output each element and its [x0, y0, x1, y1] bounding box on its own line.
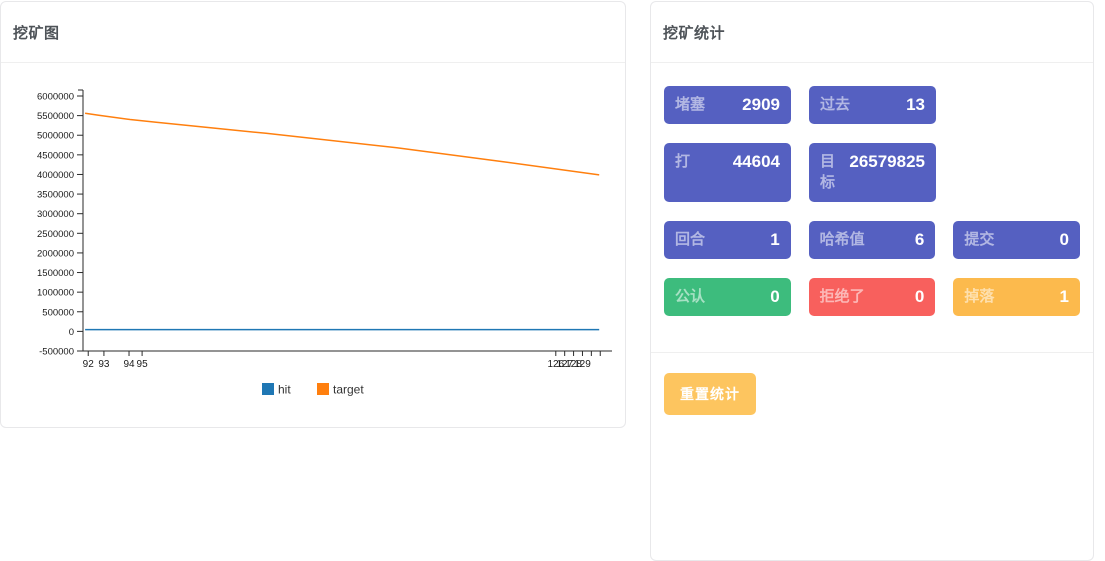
mining-stats-card: 挖矿统计 堵塞 2909 过去 13 打 44604 目标 26579825 回合 1 哈希值 6 提交… — [650, 1, 1094, 561]
y-tick-label: 3000000 — [37, 209, 74, 220]
stat-label: 拒绝了 — [819, 287, 865, 305]
chart-card-header: 挖矿图 — [1, 2, 625, 63]
legend-swatch-target-icon — [317, 383, 329, 395]
y-tick-label: 1500000 — [37, 268, 74, 279]
y-tick-label: 4500000 — [37, 150, 74, 161]
x-tick-label: 94 — [123, 359, 135, 370]
stat-badge: 掉落 1 — [953, 277, 1081, 316]
stat-badge: 拒绝了 0 — [808, 277, 936, 316]
stat-value: 26579825 — [849, 152, 925, 171]
stat-value: 13 — [906, 95, 925, 114]
stat-value: 1 — [1059, 286, 1070, 306]
stat-value: 0 — [914, 286, 925, 306]
stat-row: 打 44604 目标 26579825 — [664, 143, 1080, 202]
stat-badge: 堵塞 2909 — [664, 86, 791, 124]
stat-value: 2909 — [742, 95, 780, 114]
stats-card-header: 挖矿统计 — [651, 2, 1093, 63]
stat-row: 堵塞 2909 过去 13 — [664, 86, 1080, 124]
stats-card-title: 挖矿统计 — [663, 25, 726, 42]
stat-value: 0 — [1059, 229, 1070, 249]
stat-value: 44604 — [732, 152, 780, 171]
stat-badge: 提交 0 — [953, 220, 1081, 259]
stats-footer: 重置统计 — [651, 351, 1093, 435]
stat-row: 公认 0 拒绝了 0 掉落 1 — [664, 277, 1081, 316]
stat-badge: 目标 26579825 — [809, 143, 936, 202]
y-tick-label: 5000000 — [37, 131, 74, 142]
stat-badge: 过去 13 — [809, 86, 936, 124]
x-tick-label: 126 — [547, 359, 564, 370]
reset-stats-button[interactable]: 重置统计 — [664, 372, 756, 415]
stat-label: 过去 — [820, 96, 851, 113]
y-tick-label: 6000000 — [37, 92, 74, 103]
legend-swatch-hit-icon — [262, 383, 274, 395]
stat-value: 0 — [770, 286, 780, 306]
y-tick-label: 2500000 — [37, 229, 74, 240]
x-tick-label: 129 — [574, 359, 591, 370]
stat-value: 6 — [914, 229, 925, 249]
series-line-target — [84, 112, 600, 176]
y-tick-label: 2000000 — [37, 248, 74, 259]
stat-badge: 哈希值 6 — [808, 220, 936, 259]
y-tick-label: 500000 — [42, 307, 74, 318]
x-tick-label: 95 — [137, 359, 149, 370]
stat-value: 1 — [770, 229, 780, 249]
chart-area: 6000000 5500000 5000000 4500000 4000000 35000… — [1, 63, 625, 415]
stat-badge: 公认 0 — [664, 277, 791, 316]
stat-label: 提交 — [964, 230, 995, 248]
x-tick-label: 128 — [565, 359, 582, 370]
stat-label: 哈希值 — [819, 230, 865, 248]
y-tick-label: -500000 — [39, 347, 74, 358]
stats-grid: 堵塞 2909 过去 13 打 44604 目标 26579825 回合 1 哈希值 6 提交 0 公认 0 拒… — [651, 63, 1093, 352]
y-tick-label: 0 — [69, 327, 74, 338]
legend-label-hit: hit — [278, 383, 291, 397]
x-tick-label: 93 — [98, 359, 110, 370]
mining-chart-card: 挖矿图 6000000 5500000 5000000 4500000 4000000 3… — [0, 1, 626, 428]
legend-label-target: target — [333, 383, 364, 397]
mining-line-chart: 6000000550000050000004500000400000035000… — [37, 89, 612, 397]
y-tick-label: 1000000 — [37, 288, 74, 299]
stat-row: 回合 1 哈希值 6 提交 0 — [664, 220, 1081, 259]
y-tick-label: 4000000 — [37, 170, 74, 181]
stat-label: 回合 — [675, 230, 706, 248]
stat-badge: 回合 1 — [664, 220, 791, 259]
stat-label: 掉落 — [964, 287, 995, 305]
stat-label: 目标 — [820, 153, 836, 192]
x-tick-label: 127 — [556, 359, 573, 370]
x-tick-label: 92 — [83, 359, 95, 370]
y-tick-label: 5500000 — [37, 111, 74, 122]
chart-card-title: 挖矿图 — [13, 25, 60, 42]
stat-label: 打 — [675, 153, 691, 170]
stat-label: 公认 — [675, 287, 706, 305]
stat-badge: 打 44604 — [664, 143, 791, 202]
stat-label: 堵塞 — [675, 96, 706, 113]
y-tick-label: 3500000 — [37, 190, 74, 201]
